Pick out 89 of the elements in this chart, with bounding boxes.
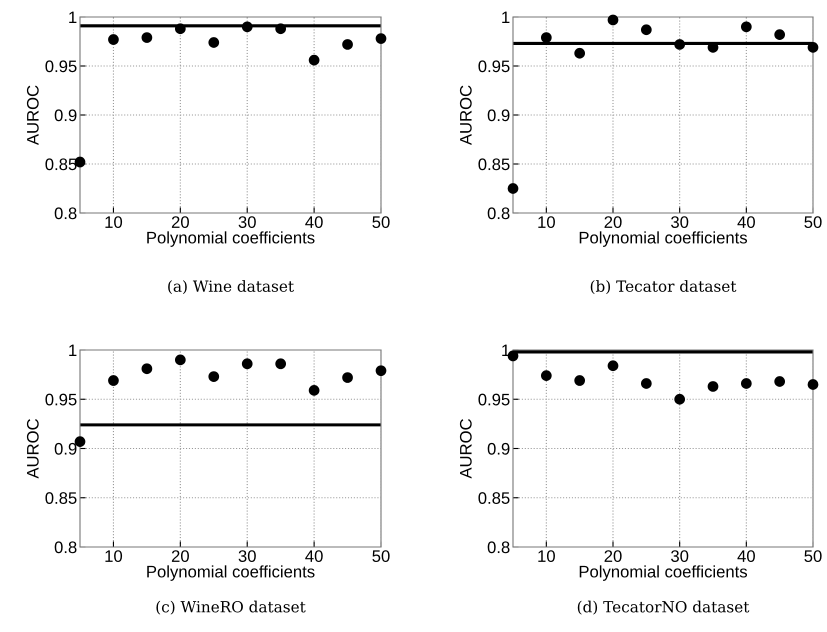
point: [242, 358, 253, 370]
text: (d) TecatorNO dataset: [578, 600, 750, 615]
y-tick-label: 0.8: [54, 207, 76, 220]
x-tick-label: 40: [305, 216, 323, 228]
x-tick-label: 10: [105, 550, 122, 562]
y-axis-title: AUROC: [26, 419, 39, 479]
x-tick-label: 50: [804, 216, 822, 228]
point: [376, 33, 386, 44]
y-tick-label: 0.85: [478, 492, 510, 504]
point: [740, 21, 752, 32]
point: [275, 358, 286, 370]
point: [508, 183, 518, 194]
point: [275, 23, 286, 34]
y-tick-label: 0.9: [488, 109, 510, 122]
y-axis-title: AUROC: [460, 419, 472, 479]
y-tick-label: 0.85: [45, 492, 77, 504]
point: [208, 37, 220, 48]
point: [142, 363, 152, 374]
point: [308, 54, 320, 66]
x-tick-label: 10: [105, 216, 122, 228]
point: [640, 378, 652, 389]
x-tick-label: 30: [671, 550, 688, 562]
text: (a) Wine dataset: [168, 280, 294, 294]
point: [174, 23, 186, 34]
y-tick-label: 0.9: [54, 109, 76, 122]
y-tick-label: 0.95: [45, 394, 77, 406]
point: [540, 370, 552, 381]
point: [640, 24, 652, 36]
x-axis-title: Polynomial coefficients: [580, 565, 748, 581]
point: [74, 436, 86, 447]
x-tick-label: 30: [671, 216, 688, 228]
x-axis-title: Polynomial coefficients: [580, 231, 748, 247]
point: [574, 48, 586, 59]
x-tick-label: 10: [538, 216, 555, 228]
point: [342, 372, 353, 383]
y-tick-label: 0.8: [488, 541, 510, 554]
y-tick-label: 0.85: [45, 158, 77, 170]
y-tick-label: 0.95: [478, 60, 510, 72]
x-axis-title: Polynomial coefficients: [147, 231, 315, 247]
x-tick-label: 20: [172, 216, 189, 228]
y-tick-label: 0.9: [488, 442, 510, 455]
y-tick-label: 1: [69, 12, 76, 24]
x-tick-label: 50: [372, 216, 390, 228]
point: [540, 32, 552, 43]
y-tick-label: 0.8: [54, 541, 76, 554]
text: (c) WineRO dataset: [156, 600, 306, 615]
x-tick-label: 20: [172, 550, 189, 562]
point: [174, 354, 186, 366]
point: [674, 394, 686, 405]
y-tick-label: 0.8: [488, 207, 510, 220]
point: [108, 34, 119, 45]
x-tick-label: 40: [737, 550, 755, 562]
y-tick-label: 1: [502, 12, 510, 24]
x-tick-label: 50: [804, 550, 822, 562]
point: [308, 385, 320, 396]
y-tick-label: 0.95: [478, 394, 510, 406]
y-tick-label: 0.85: [478, 158, 510, 170]
point: [608, 360, 618, 372]
y-tick-label: 0.95: [45, 60, 77, 72]
y-axis-title: AUROC: [460, 86, 472, 146]
point: [808, 42, 818, 53]
point: [808, 379, 818, 390]
x-tick-label: 20: [604, 550, 622, 562]
x-tick-label: 50: [372, 550, 390, 562]
point: [774, 376, 786, 387]
y-tick-label: 1: [69, 344, 76, 356]
x-tick-label: 30: [238, 216, 256, 228]
point: [242, 21, 253, 32]
point: [342, 39, 353, 50]
y-axis-title: AUROC: [26, 86, 39, 146]
x-tick-label: 10: [538, 550, 555, 562]
point: [208, 371, 220, 382]
point: [574, 375, 586, 386]
x-tick-label: 40: [305, 550, 323, 562]
point: [108, 375, 119, 386]
point: [708, 381, 718, 392]
point: [740, 378, 752, 389]
x-axis-title: Polynomial coefficients: [147, 565, 315, 581]
y-tick-label: 0.9: [54, 442, 76, 455]
point: [142, 32, 152, 43]
point: [508, 350, 518, 362]
x-tick-label: 20: [604, 216, 622, 228]
point: [608, 14, 618, 26]
point: [774, 29, 786, 40]
x-tick-label: 40: [737, 216, 755, 228]
point: [674, 39, 686, 50]
text: (b) Tecator dataset: [590, 280, 736, 294]
x-tick-label: 30: [238, 550, 256, 562]
point: [376, 365, 386, 376]
